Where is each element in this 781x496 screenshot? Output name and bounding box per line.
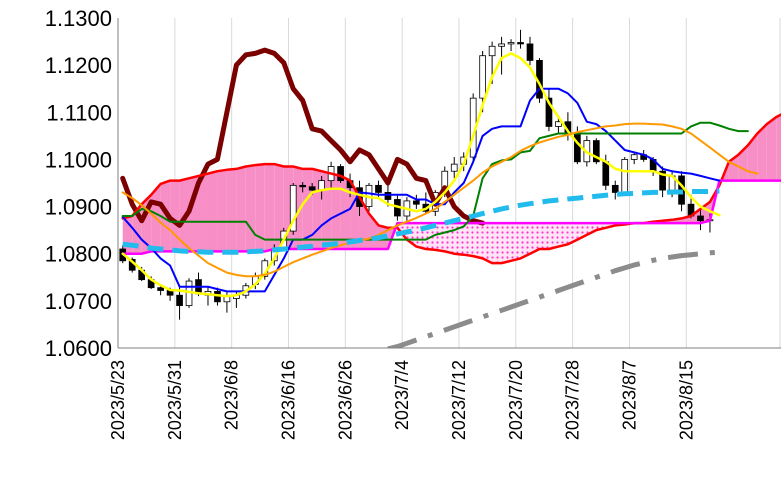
candle-bearish bbox=[375, 184, 382, 193]
cloud-bearish-segment bbox=[530, 223, 540, 254]
x-tick-label: 2023/5/31 bbox=[165, 360, 185, 440]
candle-bullish bbox=[289, 184, 297, 232]
cloud-bullish-segment bbox=[264, 164, 275, 252]
cloud-bearish-segment bbox=[567, 223, 578, 245]
candle-bullish bbox=[498, 43, 505, 47]
cloud-bullish-segment bbox=[757, 124, 767, 181]
candle-bearish bbox=[384, 192, 392, 200]
cloud-bullish-segment bbox=[766, 117, 777, 181]
axes bbox=[117, 18, 781, 349]
cloud-bullish-segment bbox=[236, 166, 246, 252]
cloud-bullish-segment bbox=[340, 175, 351, 249]
candle-bullish bbox=[621, 159, 629, 193]
cloud-bullish-segment bbox=[170, 180, 180, 252]
x-tick-label: 2023/6/8 bbox=[222, 360, 242, 430]
candle-bearish bbox=[574, 133, 581, 163]
cloud-bullish-segment bbox=[198, 173, 208, 252]
leading-span-a-line bbox=[121, 113, 781, 265]
cloud-bearish-segment bbox=[482, 223, 493, 264]
x-tick-label: 2023/7/4 bbox=[392, 360, 412, 430]
cloud-bearish-segment bbox=[501, 223, 512, 264]
y-tick-label: 1.1300 bbox=[45, 6, 112, 31]
moving-average-gray-dashdot-line bbox=[387, 249, 720, 348]
cloud-bearish-segment bbox=[444, 223, 455, 254]
y-tick-label: 1.0600 bbox=[45, 336, 112, 361]
candle-bullish bbox=[630, 154, 638, 160]
candle-bearish bbox=[337, 166, 344, 182]
cloud-bearish-segment bbox=[473, 223, 483, 259]
y-axis-tick-labels: 1.1300 1.1200 1.1100 1.1000 1.0900 1.0800 1.07… bbox=[45, 6, 112, 361]
cloud-bearish-segment bbox=[520, 223, 531, 259]
cloud-bullish-segment bbox=[255, 164, 265, 252]
candle-bearish bbox=[602, 161, 610, 186]
moving-average-cyan-dashed-line bbox=[122, 188, 720, 255]
candle-bearish bbox=[697, 215, 704, 222]
cloud-bullish-segment bbox=[776, 114, 781, 181]
candle-bullish bbox=[507, 42, 515, 45]
indicator-lines bbox=[120, 47, 781, 348]
moving-average-yellow-line bbox=[121, 52, 721, 298]
cloud-bearish-segment bbox=[435, 223, 445, 252]
cloud-bullish-segment bbox=[747, 133, 758, 181]
cloud-bearish-segment bbox=[511, 223, 521, 261]
candle-bearish bbox=[611, 184, 619, 193]
candle-bearish bbox=[176, 294, 183, 306]
x-tick-label: 2023/6/16 bbox=[278, 360, 298, 440]
cloud-bullish-segment bbox=[160, 180, 171, 252]
y-tick-label: 1.0900 bbox=[45, 195, 112, 220]
x-tick-label: 2023/7/12 bbox=[449, 360, 469, 440]
x-tick-label: 2023/6/26 bbox=[335, 360, 355, 440]
cloud-bearish-segment bbox=[548, 223, 559, 249]
y-tick-label: 1.1100 bbox=[46, 100, 112, 125]
y-tick-label: 1.0800 bbox=[45, 242, 112, 267]
candle-bearish bbox=[592, 140, 600, 163]
cloud-bullish-segment bbox=[245, 165, 256, 252]
candle-bearish bbox=[299, 184, 307, 188]
x-tick-label: 2023/5/23 bbox=[108, 360, 128, 440]
cloud-bullish-segment bbox=[331, 173, 341, 249]
candle-bearish bbox=[413, 200, 420, 205]
candle-bullish bbox=[555, 121, 562, 127]
y-tick-label: 1.1200 bbox=[45, 53, 112, 78]
moving-average-orange-line bbox=[121, 122, 759, 278]
candle-bearish bbox=[659, 170, 666, 191]
x-tick-label: 2023/8/7 bbox=[619, 360, 639, 430]
x-tick-label: 2023/8/15 bbox=[676, 360, 696, 440]
cloud-bearish-segment bbox=[539, 223, 549, 249]
cloud-bearish-segment bbox=[558, 223, 568, 247]
candle-bullish bbox=[488, 45, 496, 57]
x-axis-tick-labels: 2023/5/23 2023/5/31 2023/6/8 2023/6/16 2023/… bbox=[108, 360, 696, 440]
candle-bullish bbox=[450, 163, 458, 172]
candle-bearish bbox=[157, 287, 164, 291]
x-tick-label: 2023/7/20 bbox=[506, 360, 526, 440]
candle-bearish bbox=[517, 42, 524, 45]
base-line-line bbox=[121, 121, 749, 241]
cloud-bullish-segment bbox=[217, 169, 227, 252]
candle-bearish bbox=[308, 186, 316, 191]
candle-bearish bbox=[545, 97, 553, 127]
x-tick-label: 2023/7/28 bbox=[563, 360, 583, 440]
cloud-bearish-segment bbox=[586, 223, 597, 235]
candle-bullish bbox=[479, 55, 486, 99]
cloud-bearish-segment bbox=[454, 223, 464, 255]
cloud-bullish-segment bbox=[207, 171, 218, 252]
cloud-bullish-segment bbox=[274, 164, 284, 249]
cloud-bearish-segment bbox=[492, 223, 502, 264]
cloud-bullish-segment bbox=[226, 168, 237, 252]
cloud-bearish-segment bbox=[463, 223, 474, 257]
candle-bearish bbox=[526, 43, 534, 61]
y-tick-label: 1.0700 bbox=[45, 289, 112, 314]
y-tick-label: 1.1000 bbox=[45, 147, 112, 172]
conversion-line-line bbox=[121, 87, 721, 293]
